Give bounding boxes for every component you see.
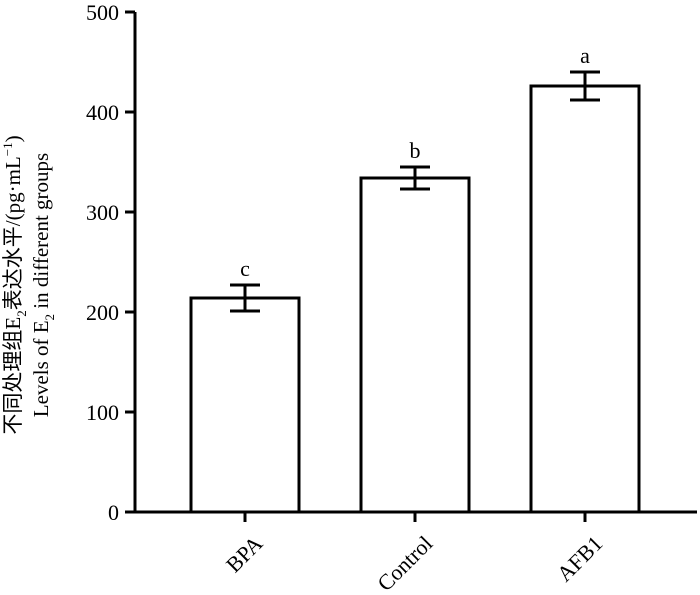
significance-label: a	[580, 43, 590, 68]
y-tick-label: 500	[86, 0, 119, 25]
y-tick-label: 300	[86, 200, 119, 225]
x-tick-label: Control	[372, 531, 437, 595]
y-axis-label-line1-end: )	[1, 135, 25, 142]
y-tick-label: 200	[86, 300, 119, 325]
y-axis-label-line1-rest: 表达水平/(pg·mL	[1, 156, 25, 310]
x-tick-label: AFB1	[552, 531, 608, 587]
x-tick-label: BPA	[221, 531, 268, 578]
bar	[189, 296, 301, 514]
y-axis-label-line1-sub: 2	[14, 310, 29, 317]
significance-label: b	[410, 138, 421, 163]
y-axis-label-line2-rest: in different groups	[29, 153, 53, 314]
y-axis-label: 不同处理组E2表达水平/(pg·mL−1) Levels of E2 in di…	[0, 135, 57, 434]
y-axis-label-line2-sub: 2	[42, 314, 57, 321]
bar	[359, 176, 471, 514]
y-axis-label-line1-sup: −1	[0, 142, 15, 156]
y-axis-label-line2-main: Levels of E	[29, 320, 53, 417]
y-tick-label: 400	[86, 100, 119, 125]
y-axis-label-line1: 不同处理组E2表达水平/(pg·mL−1)	[0, 135, 29, 434]
y-tick-label: 100	[86, 400, 119, 425]
y-axis-label-line1-main: 不同处理组E	[1, 317, 25, 435]
y-axis-label-line2: Levels of E2 in different groups	[29, 153, 57, 417]
bar	[529, 84, 641, 514]
y-tick-label: 0	[108, 500, 119, 525]
significance-label: c	[240, 256, 250, 281]
